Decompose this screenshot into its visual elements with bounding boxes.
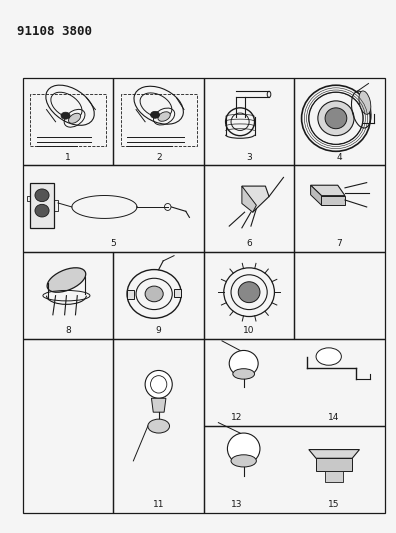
Ellipse shape <box>35 189 49 201</box>
Polygon shape <box>174 289 181 297</box>
Polygon shape <box>127 290 134 299</box>
Ellipse shape <box>145 370 172 398</box>
Bar <box>23 165 204 252</box>
Text: 13: 13 <box>231 500 242 510</box>
Bar <box>325 471 343 482</box>
Text: 15: 15 <box>328 500 340 510</box>
Text: 8: 8 <box>65 326 71 335</box>
Text: 5: 5 <box>110 239 116 248</box>
Ellipse shape <box>145 286 163 302</box>
Bar <box>294 78 385 165</box>
Bar <box>30 183 54 228</box>
Ellipse shape <box>359 91 371 115</box>
Bar <box>294 165 385 252</box>
Ellipse shape <box>318 101 354 136</box>
Bar <box>114 252 204 339</box>
Text: 10: 10 <box>244 326 255 335</box>
Ellipse shape <box>35 204 49 217</box>
Ellipse shape <box>325 108 347 128</box>
Bar <box>23 252 114 339</box>
Polygon shape <box>316 458 352 471</box>
Bar <box>23 339 114 513</box>
Ellipse shape <box>150 111 160 118</box>
Text: 9: 9 <box>156 326 162 335</box>
Text: 12: 12 <box>231 414 242 422</box>
Bar <box>23 78 114 165</box>
Polygon shape <box>322 196 345 205</box>
Bar <box>204 426 385 513</box>
Text: 7: 7 <box>337 239 343 248</box>
Bar <box>121 94 197 146</box>
Bar <box>204 165 294 252</box>
Text: 3: 3 <box>246 152 252 161</box>
Text: 4: 4 <box>337 152 343 161</box>
Text: 1: 1 <box>65 152 71 161</box>
Text: 14: 14 <box>328 414 340 422</box>
Bar <box>114 339 204 513</box>
Ellipse shape <box>69 113 81 123</box>
Bar <box>204 339 385 426</box>
Polygon shape <box>310 185 322 205</box>
Ellipse shape <box>148 419 169 433</box>
Ellipse shape <box>238 282 260 303</box>
Bar <box>27 196 30 201</box>
Text: 11: 11 <box>153 500 164 510</box>
Text: 6: 6 <box>246 239 252 248</box>
Polygon shape <box>151 398 166 412</box>
Ellipse shape <box>229 350 258 376</box>
Ellipse shape <box>316 348 341 365</box>
Bar <box>30 94 106 146</box>
Polygon shape <box>310 185 345 196</box>
Bar <box>204 78 294 165</box>
Ellipse shape <box>61 112 70 119</box>
Bar <box>294 252 385 339</box>
Ellipse shape <box>227 433 260 464</box>
Text: 2: 2 <box>156 152 162 161</box>
Bar <box>114 78 204 165</box>
Polygon shape <box>242 186 269 212</box>
Polygon shape <box>242 186 256 212</box>
Text: 91108 3800: 91108 3800 <box>17 25 92 38</box>
Polygon shape <box>309 449 360 458</box>
Ellipse shape <box>158 112 170 122</box>
Ellipse shape <box>47 268 86 292</box>
Ellipse shape <box>231 455 256 467</box>
Bar <box>204 252 294 339</box>
Bar <box>54 200 58 211</box>
Ellipse shape <box>233 369 255 379</box>
